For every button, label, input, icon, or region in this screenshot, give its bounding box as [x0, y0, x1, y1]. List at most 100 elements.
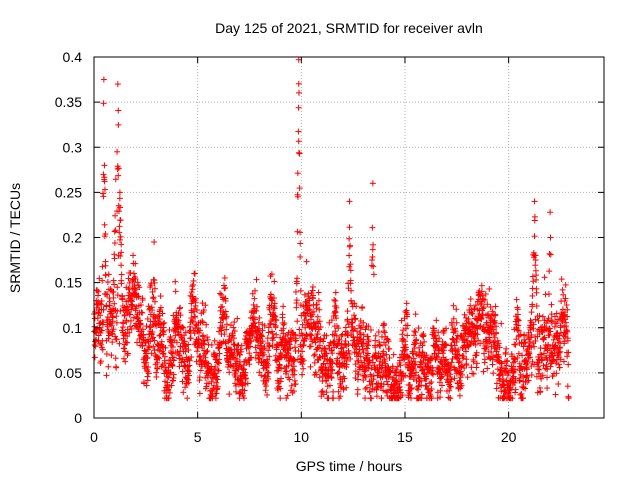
data-point: [297, 352, 304, 359]
data-point: [157, 304, 164, 311]
data-point: [155, 354, 162, 361]
data-point: [337, 393, 344, 400]
data-point: [308, 332, 315, 339]
data-point: [160, 327, 167, 334]
data-point: [286, 376, 293, 383]
data-point: [196, 353, 203, 360]
data-point: [120, 320, 127, 327]
data-point: [167, 369, 174, 376]
data-point: [329, 366, 336, 373]
data-point: [118, 249, 125, 256]
data-point: [278, 365, 285, 372]
data-point: [185, 376, 192, 383]
data-point: [172, 288, 179, 295]
data-point: [259, 327, 266, 334]
data-point: [186, 368, 193, 375]
data-point: [185, 367, 192, 374]
data-point: [271, 294, 278, 301]
data-point: [150, 295, 157, 302]
data-point: [100, 306, 107, 313]
data-point: [111, 281, 118, 288]
data-point: [265, 362, 272, 369]
data-point: [349, 319, 356, 326]
data-point: [265, 324, 272, 331]
data-point: [346, 263, 353, 270]
data-point: [153, 373, 160, 380]
data-point: [226, 369, 233, 376]
data-point: [271, 305, 278, 312]
data-point: [118, 280, 125, 287]
data-point: [182, 384, 189, 391]
data-point: [91, 341, 98, 348]
data-point: [256, 369, 263, 376]
data-point: [205, 360, 212, 367]
data-point: [145, 364, 152, 371]
data-point: [115, 172, 122, 179]
data-point: [180, 324, 187, 331]
data-point: [316, 306, 323, 313]
data-point: [175, 317, 182, 324]
data-point: [203, 348, 210, 355]
data-point: [121, 345, 128, 352]
data-point: [309, 283, 316, 290]
data-point: [353, 343, 360, 350]
data-point: [253, 307, 260, 314]
data-point: [307, 363, 314, 370]
data-point: [333, 304, 340, 311]
data-point: [184, 395, 191, 402]
data-point: [113, 364, 120, 371]
data-point: [231, 328, 238, 335]
data-point: [185, 341, 192, 348]
data-point: [294, 318, 301, 325]
data-point: [175, 351, 182, 358]
data-point: [303, 258, 310, 265]
data-point: [143, 359, 150, 366]
data-point: [271, 312, 278, 319]
data-point: [285, 362, 292, 369]
data-point: [242, 381, 249, 388]
data-point: [146, 344, 153, 351]
data-point: [100, 193, 107, 200]
data-point: [270, 334, 277, 341]
data-point: [223, 326, 230, 333]
data-point: [130, 270, 137, 277]
data-point: [102, 231, 109, 238]
data-point: [296, 185, 303, 192]
data-point: [122, 358, 129, 365]
data-point: [242, 369, 249, 376]
data-point: [344, 308, 351, 315]
data-point: [351, 312, 358, 319]
data-point: [213, 379, 220, 386]
data-point: [185, 379, 192, 386]
data-point: [139, 326, 146, 333]
data-point: [323, 332, 330, 339]
data-point: [323, 350, 330, 357]
data-point: [294, 193, 301, 200]
data-point: [332, 297, 339, 304]
data-point: [346, 224, 353, 231]
data-point: [287, 387, 294, 394]
data-point: [297, 287, 304, 294]
data-point: [169, 344, 176, 351]
data-point: [202, 302, 209, 309]
data-point: [149, 288, 156, 295]
data-point: [259, 333, 266, 340]
data-point: [123, 317, 130, 324]
data-point: [235, 366, 242, 373]
data-point: [156, 316, 163, 323]
data-point: [119, 293, 126, 300]
data-point: [344, 318, 351, 325]
data-point: [345, 340, 352, 347]
data-point: [322, 346, 329, 353]
data-point: [95, 309, 102, 316]
data-point: [299, 332, 306, 339]
data-point: [212, 363, 219, 370]
data-point: [135, 293, 142, 300]
data-point: [199, 319, 206, 326]
data-point: [329, 350, 336, 357]
data-point: [100, 171, 107, 178]
data-point: [211, 370, 218, 377]
data-point: [186, 357, 193, 364]
data-point: [265, 375, 272, 382]
data-point: [103, 372, 110, 379]
